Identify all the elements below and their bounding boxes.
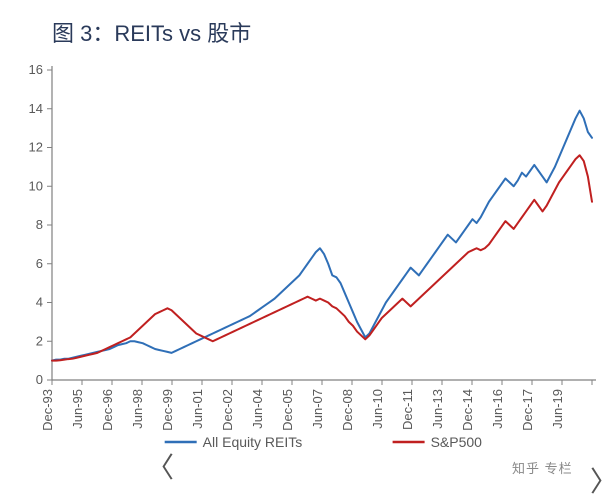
legend-label: All Equity REITs bbox=[203, 434, 303, 450]
x-tick-label: Jun-10 bbox=[370, 389, 385, 429]
next-arrow[interactable]: 〉 bbox=[590, 468, 612, 496]
x-tick-label: Jun-95 bbox=[70, 389, 85, 429]
y-tick-label: 2 bbox=[36, 333, 43, 348]
x-tick-label: Dec-93 bbox=[40, 389, 55, 431]
y-tick-label: 8 bbox=[36, 217, 43, 232]
prev-arrow[interactable]: 〈 bbox=[146, 454, 174, 482]
x-tick-label: Dec-11 bbox=[400, 389, 415, 430]
x-tick-label: Dec-02 bbox=[220, 389, 235, 431]
watermark-text: 知乎 专栏 bbox=[512, 458, 573, 477]
x-tick-label: Dec-05 bbox=[280, 389, 295, 431]
y-tick-label: 4 bbox=[36, 295, 43, 310]
x-tick-label: Dec-99 bbox=[160, 389, 175, 431]
y-tick-label: 14 bbox=[29, 101, 43, 116]
x-tick-label: Jun-16 bbox=[490, 389, 505, 429]
x-tick-label: Jun-01 bbox=[190, 389, 205, 429]
x-tick-label: Jun-04 bbox=[250, 389, 265, 429]
y-tick-label: 12 bbox=[29, 140, 43, 155]
x-tick-label: Dec-96 bbox=[100, 389, 115, 431]
y-tick-label: 0 bbox=[36, 372, 43, 387]
x-tick-label: Dec-14 bbox=[460, 389, 475, 431]
legend-label: S&P500 bbox=[431, 434, 483, 450]
chart-title: 图 3：REITs vs 股市 bbox=[52, 16, 251, 48]
series-line-0 bbox=[52, 111, 592, 361]
x-tick-label: Jun-19 bbox=[550, 389, 565, 429]
x-tick-label: Jun-07 bbox=[310, 389, 325, 429]
x-tick-label: Dec-08 bbox=[340, 389, 355, 431]
y-tick-label: 6 bbox=[36, 256, 43, 271]
line-chart: 0 2 4 6 8 10 12 14 16 Dec-93 Jun-95 Dec-96 Jun-98 Dec… bbox=[12, 60, 600, 460]
chart-svg: 0 2 4 6 8 10 12 14 16 Dec-93 Jun-95 Dec-96 Jun-98 Dec… bbox=[12, 60, 600, 460]
x-tick-label: Dec-17 bbox=[520, 389, 535, 431]
x-tick-label: Jun-13 bbox=[430, 389, 445, 429]
x-tick-label: Jun-98 bbox=[130, 389, 145, 429]
y-tick-label: 10 bbox=[29, 178, 43, 193]
y-tick-label: 16 bbox=[29, 62, 43, 77]
series-line-1 bbox=[52, 155, 592, 360]
